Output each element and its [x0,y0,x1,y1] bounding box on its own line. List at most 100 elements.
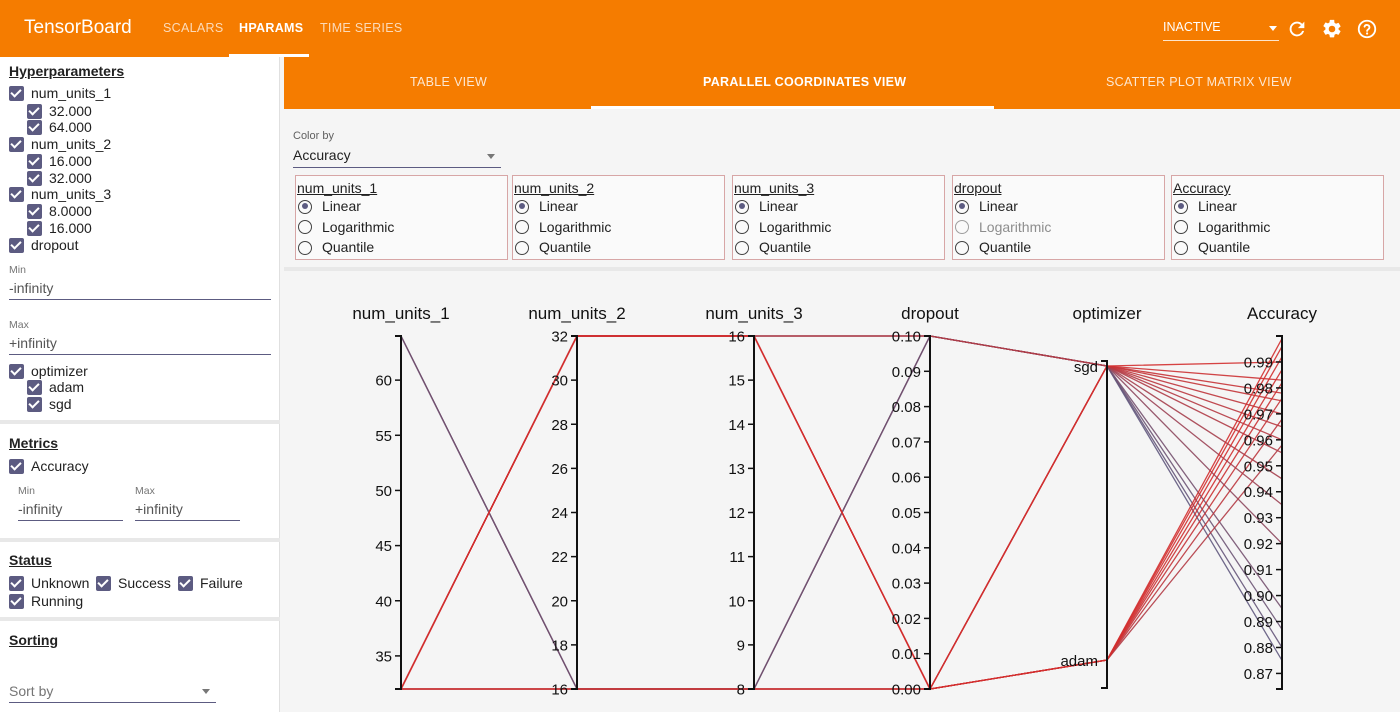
axis-title: num_units_3 [705,304,802,323]
settings-gear-icon[interactable] [1321,18,1343,40]
radio-unselected-icon [515,240,529,255]
axis-title: optimizer [1073,304,1142,323]
tick-label: 0.93 [1244,510,1273,527]
scale-radio-linear[interactable]: Linear [298,198,361,215]
status-checkbox-unknown[interactable]: Unknown [9,575,89,592]
scale-radio-linear[interactable]: Linear [735,198,798,215]
checkbox-checked-icon [9,364,24,379]
metric-checkbox-accuracy[interactable]: Accuracy [9,458,89,475]
dropout-min-input[interactable]: -infinity [9,279,271,300]
tab-scatter-plot-matrix-view[interactable]: SCATTER PLOT MATRIX VIEW [1106,75,1292,89]
checkbox-checked-icon [96,576,111,591]
status-checkbox-failure[interactable]: Failure [178,575,243,592]
status-checkbox-running[interactable]: Running [9,593,83,610]
value-checkbox[interactable]: sgd [27,396,72,413]
help-icon[interactable] [1356,18,1378,40]
metric-max-label: Max [135,485,155,497]
scale-radio-linear[interactable]: Linear [1174,198,1237,215]
tick-label: 11 [729,549,745,566]
value-checkbox[interactable]: 32.000 [27,170,92,187]
tab-scalars[interactable]: SCALARS [163,21,224,35]
tick-label: 0.96 [1244,432,1273,449]
dropout-max-input[interactable]: +infinity [9,334,271,355]
checkbox-checked-icon [27,204,42,219]
radio-label: Logarithmic [539,218,612,235]
scale-options-num-units-3: num_units_3 Linear Logarithmic Quantile [732,175,945,260]
refresh-icon[interactable] [1286,18,1308,40]
tick-label: 55 [375,428,392,445]
checkbox-checked-icon [9,594,24,609]
tick-label: 0.95 [1244,458,1273,475]
tick-label: 16 [728,329,745,346]
hparam-checkbox-num-units-1[interactable]: num_units_1 [9,85,111,102]
sort-by-placeholder: Sort by [9,683,54,699]
checkbox-checked-icon [9,137,24,152]
value-checkbox[interactable]: 16.000 [27,153,92,170]
tab-hparams[interactable]: HPARAMS [239,21,304,35]
radio-label: Quantile [539,239,592,255]
checkbox-checked-icon [9,576,24,591]
tab-time-series[interactable]: TIME SERIES [320,21,403,35]
sort-by-select[interactable]: Sort by [9,683,216,703]
active-tab-indicator [229,54,309,57]
color-by-select[interactable]: Accuracy [293,147,501,168]
scale-radio-logarithmic: Logarithmic [955,219,1051,236]
tick-label: 0.07 [892,434,921,451]
checkbox-checked-icon [178,576,193,591]
tick-label: 18 [551,637,568,654]
section-divider [0,538,280,542]
checkbox-label: dropout [31,237,79,253]
scale-radio-quantile[interactable]: Quantile [515,239,591,256]
hparam-checkbox-dropout[interactable]: dropout [9,237,78,254]
scale-options-title: num_units_3 [734,180,815,196]
scale-radio-quantile[interactable]: Quantile [735,239,811,256]
section-divider [0,617,280,621]
hparam-checkbox-optimizer[interactable]: optimizer [9,363,88,380]
scale-radio-logarithmic[interactable]: Logarithmic [735,219,831,236]
checkbox-checked-icon [27,221,42,236]
checkbox-label: Running [31,593,84,609]
tick-label: 22 [551,549,568,566]
tick-label: 60 [375,373,392,390]
tick-label: 0.98 [1244,380,1273,397]
scale-options-title: num_units_1 [297,180,378,196]
metric-min-input[interactable]: -infinity [18,500,123,521]
radio-label: Linear [1198,198,1237,214]
scale-radio-logarithmic[interactable]: Logarithmic [515,219,611,236]
tick-label: 0.89 [1244,614,1273,631]
value-checkbox[interactable]: 64.000 [27,119,92,136]
metric-min-label: Min [18,485,35,497]
radio-label: Logarithmic [1198,218,1271,235]
radio-selected-icon [298,199,312,214]
radio-label: Linear [759,198,798,214]
hparam-checkbox-num-units-3[interactable]: num_units_3 [9,186,111,203]
tab-parallel-coordinates-view[interactable]: PARALLEL COORDINATES VIEW [703,75,907,89]
scale-radio-quantile[interactable]: Quantile [955,239,1031,256]
value-checkbox[interactable]: adam [27,379,84,396]
run-status-select[interactable]: INACTIVE [1163,20,1279,41]
status-checkbox-success[interactable]: Success [96,575,171,592]
checkbox-label: Accuracy [31,458,89,474]
scale-radio-quantile[interactable]: Quantile [298,239,374,256]
axis-num-units-2: num_units_2 32 30 28 26 24 22 20 18 16 [528,304,625,699]
value-checkbox[interactable]: 16.000 [27,220,92,237]
metric-max-input[interactable]: +infinity [135,500,240,521]
run-line [401,365,1283,690]
radio-label: Linear [979,198,1018,214]
value-checkbox[interactable]: 8.0000 [27,203,92,220]
tab-table-view[interactable]: TABLE VIEW [410,75,488,89]
section-divider [0,420,280,424]
hparam-checkbox-num-units-2[interactable]: num_units_2 [9,136,111,153]
scale-radio-quantile[interactable]: Quantile [1174,239,1250,256]
scale-radio-logarithmic[interactable]: Logarithmic [298,219,394,236]
scale-radio-linear[interactable]: Linear [955,198,1018,215]
dropdown-caret-icon [202,689,210,694]
value-checkbox[interactable]: 32.000 [27,103,92,120]
scale-radio-linear[interactable]: Linear [515,198,578,215]
checkbox-label: Failure [200,575,243,591]
tick-label: 0.10 [892,329,921,346]
radio-unselected-icon [298,240,312,255]
checkbox-label: 16.000 [49,220,92,236]
axis-title: Accuracy [1247,304,1317,323]
scale-radio-logarithmic[interactable]: Logarithmic [1174,219,1270,236]
